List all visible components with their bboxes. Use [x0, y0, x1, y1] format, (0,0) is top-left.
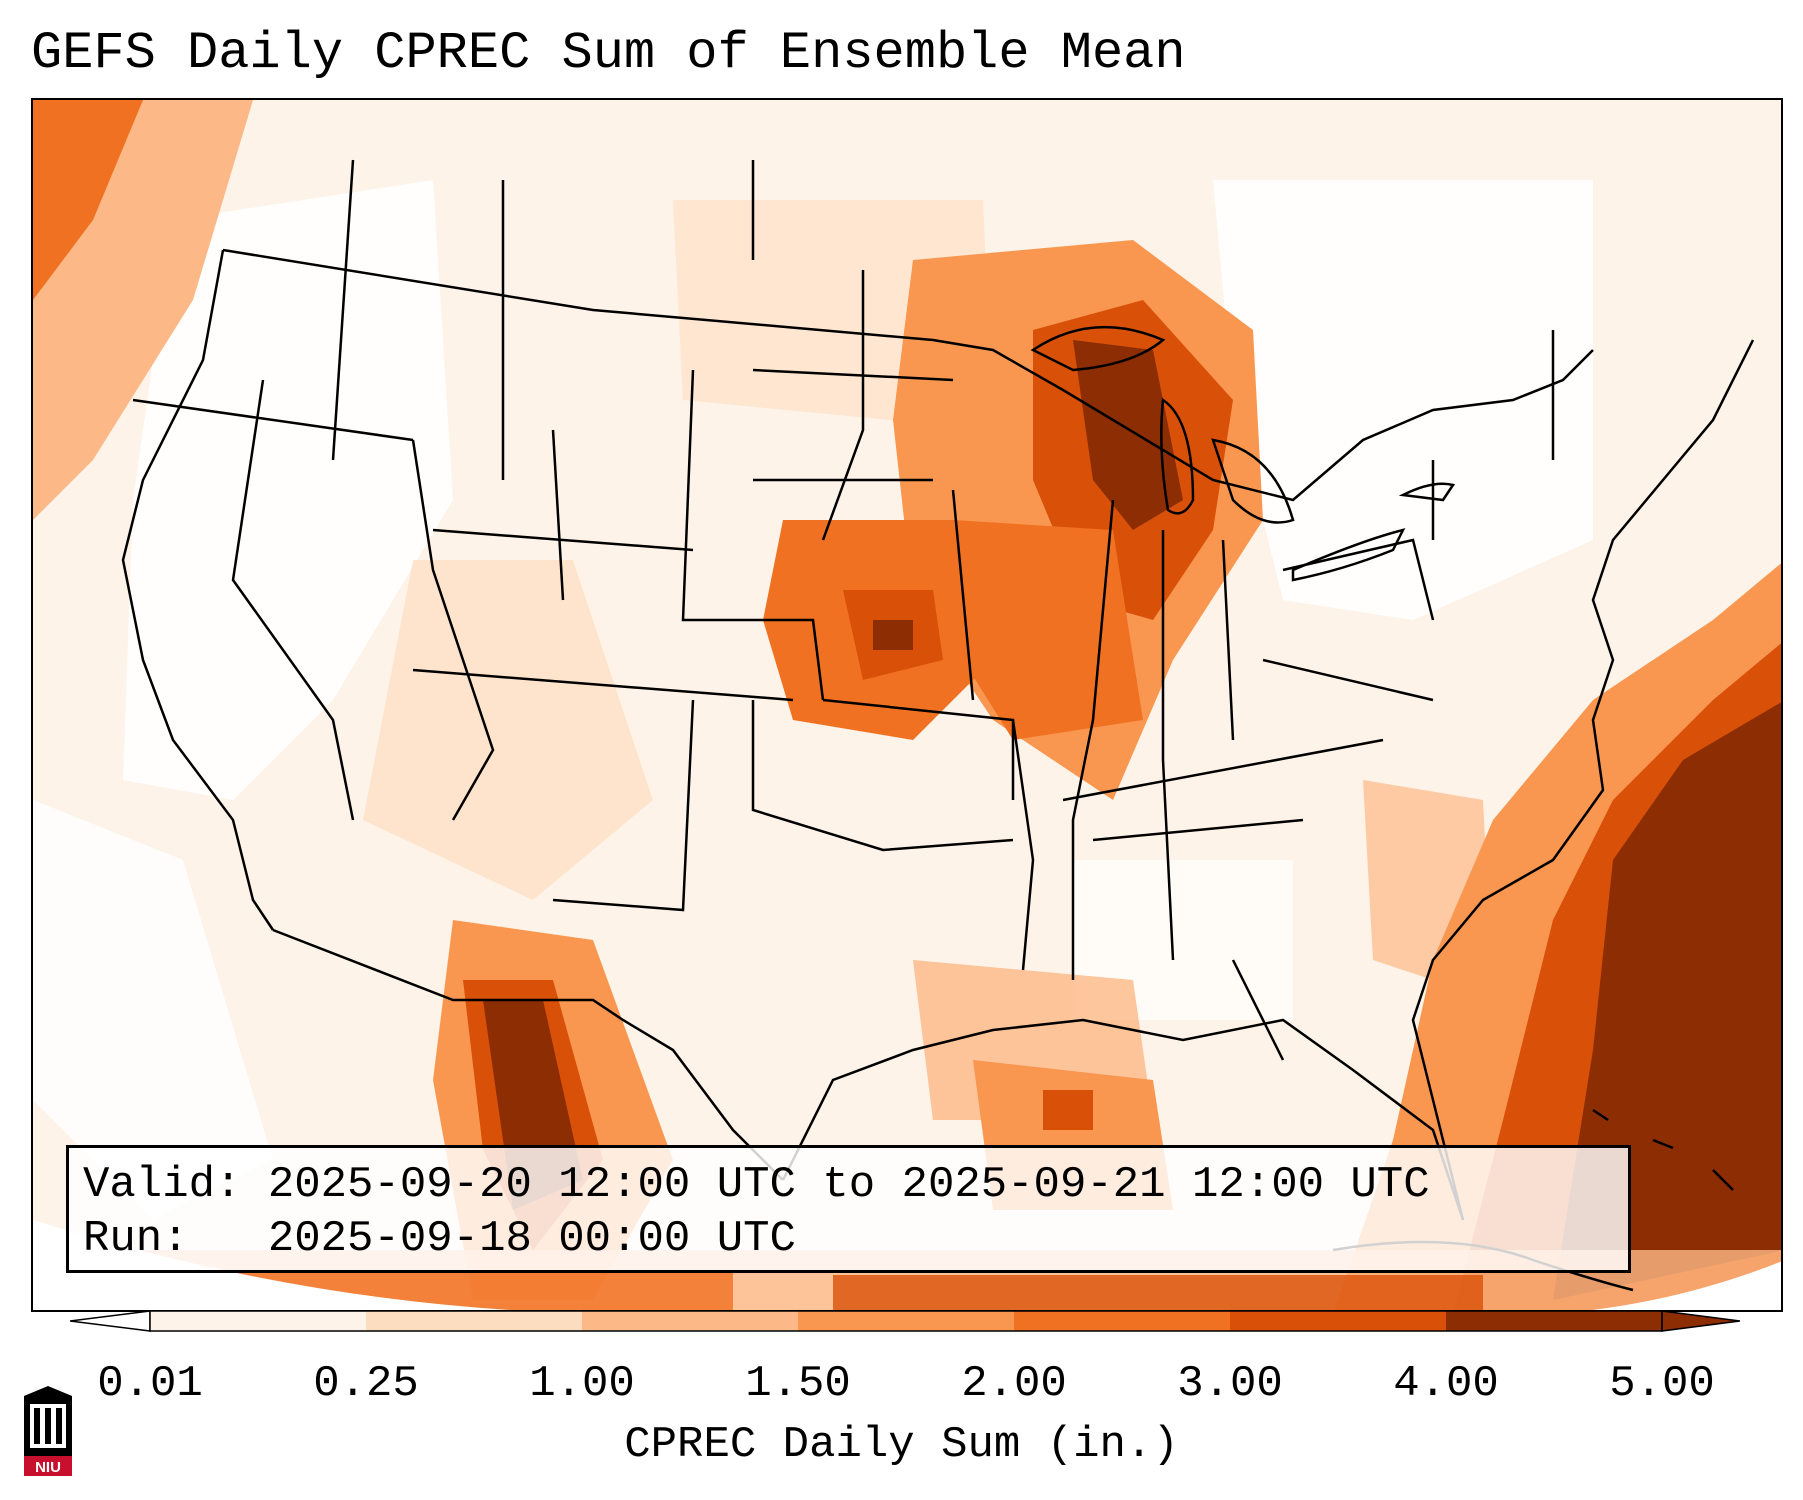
colorbar-segment-5	[1230, 1311, 1447, 1331]
colorbar-tick-5: 3.00	[1177, 1358, 1283, 1410]
colorbar-segment-4	[1014, 1311, 1231, 1331]
colorbar-segment-3	[798, 1311, 1015, 1331]
colorbar-segment-1	[366, 1311, 583, 1331]
niu-logo: NIU	[20, 1386, 76, 1478]
colorbar-segment-6	[1446, 1311, 1663, 1331]
colorbar-tick-7: 5.00	[1609, 1358, 1715, 1410]
colorbar	[70, 1309, 1740, 1338]
colorbar-tick-2: 1.00	[529, 1358, 635, 1410]
colorbar-tick-3: 1.50	[745, 1358, 851, 1410]
precip-shading	[33, 100, 1783, 1312]
colorbar-segment-2	[582, 1311, 799, 1331]
map-canvas	[33, 100, 1783, 1312]
colorbar-extend-low	[70, 1311, 150, 1331]
colorbar-extend-high	[1662, 1311, 1740, 1331]
colorbar-label: CPREC Daily Sum (in.)	[0, 1418, 1803, 1472]
valid-run-infobox: Valid: 2025-09-20 12:00 UTC to 2025-09-2…	[66, 1145, 1631, 1273]
colorbar-tick-1: 0.25	[313, 1358, 419, 1410]
run-line: Run: 2025-09-18 00:00 UTC	[83, 1212, 1614, 1266]
map-title: GEFS Daily CPREC Sum of Ensemble Mean	[31, 22, 1186, 86]
valid-line: Valid: 2025-09-20 12:00 UTC to 2025-09-2…	[83, 1158, 1614, 1212]
colorbar-svg	[70, 1309, 1740, 1333]
niu-logo-svg: NIU	[20, 1386, 76, 1478]
niu-logo-text: NIU	[35, 1459, 61, 1476]
colorbar-segment-0	[150, 1311, 367, 1331]
precip-map	[31, 98, 1783, 1312]
colorbar-tick-4: 2.00	[961, 1358, 1067, 1410]
colorbar-tick-6: 4.00	[1393, 1358, 1499, 1410]
colorbar-tick-0: 0.01	[97, 1358, 203, 1410]
